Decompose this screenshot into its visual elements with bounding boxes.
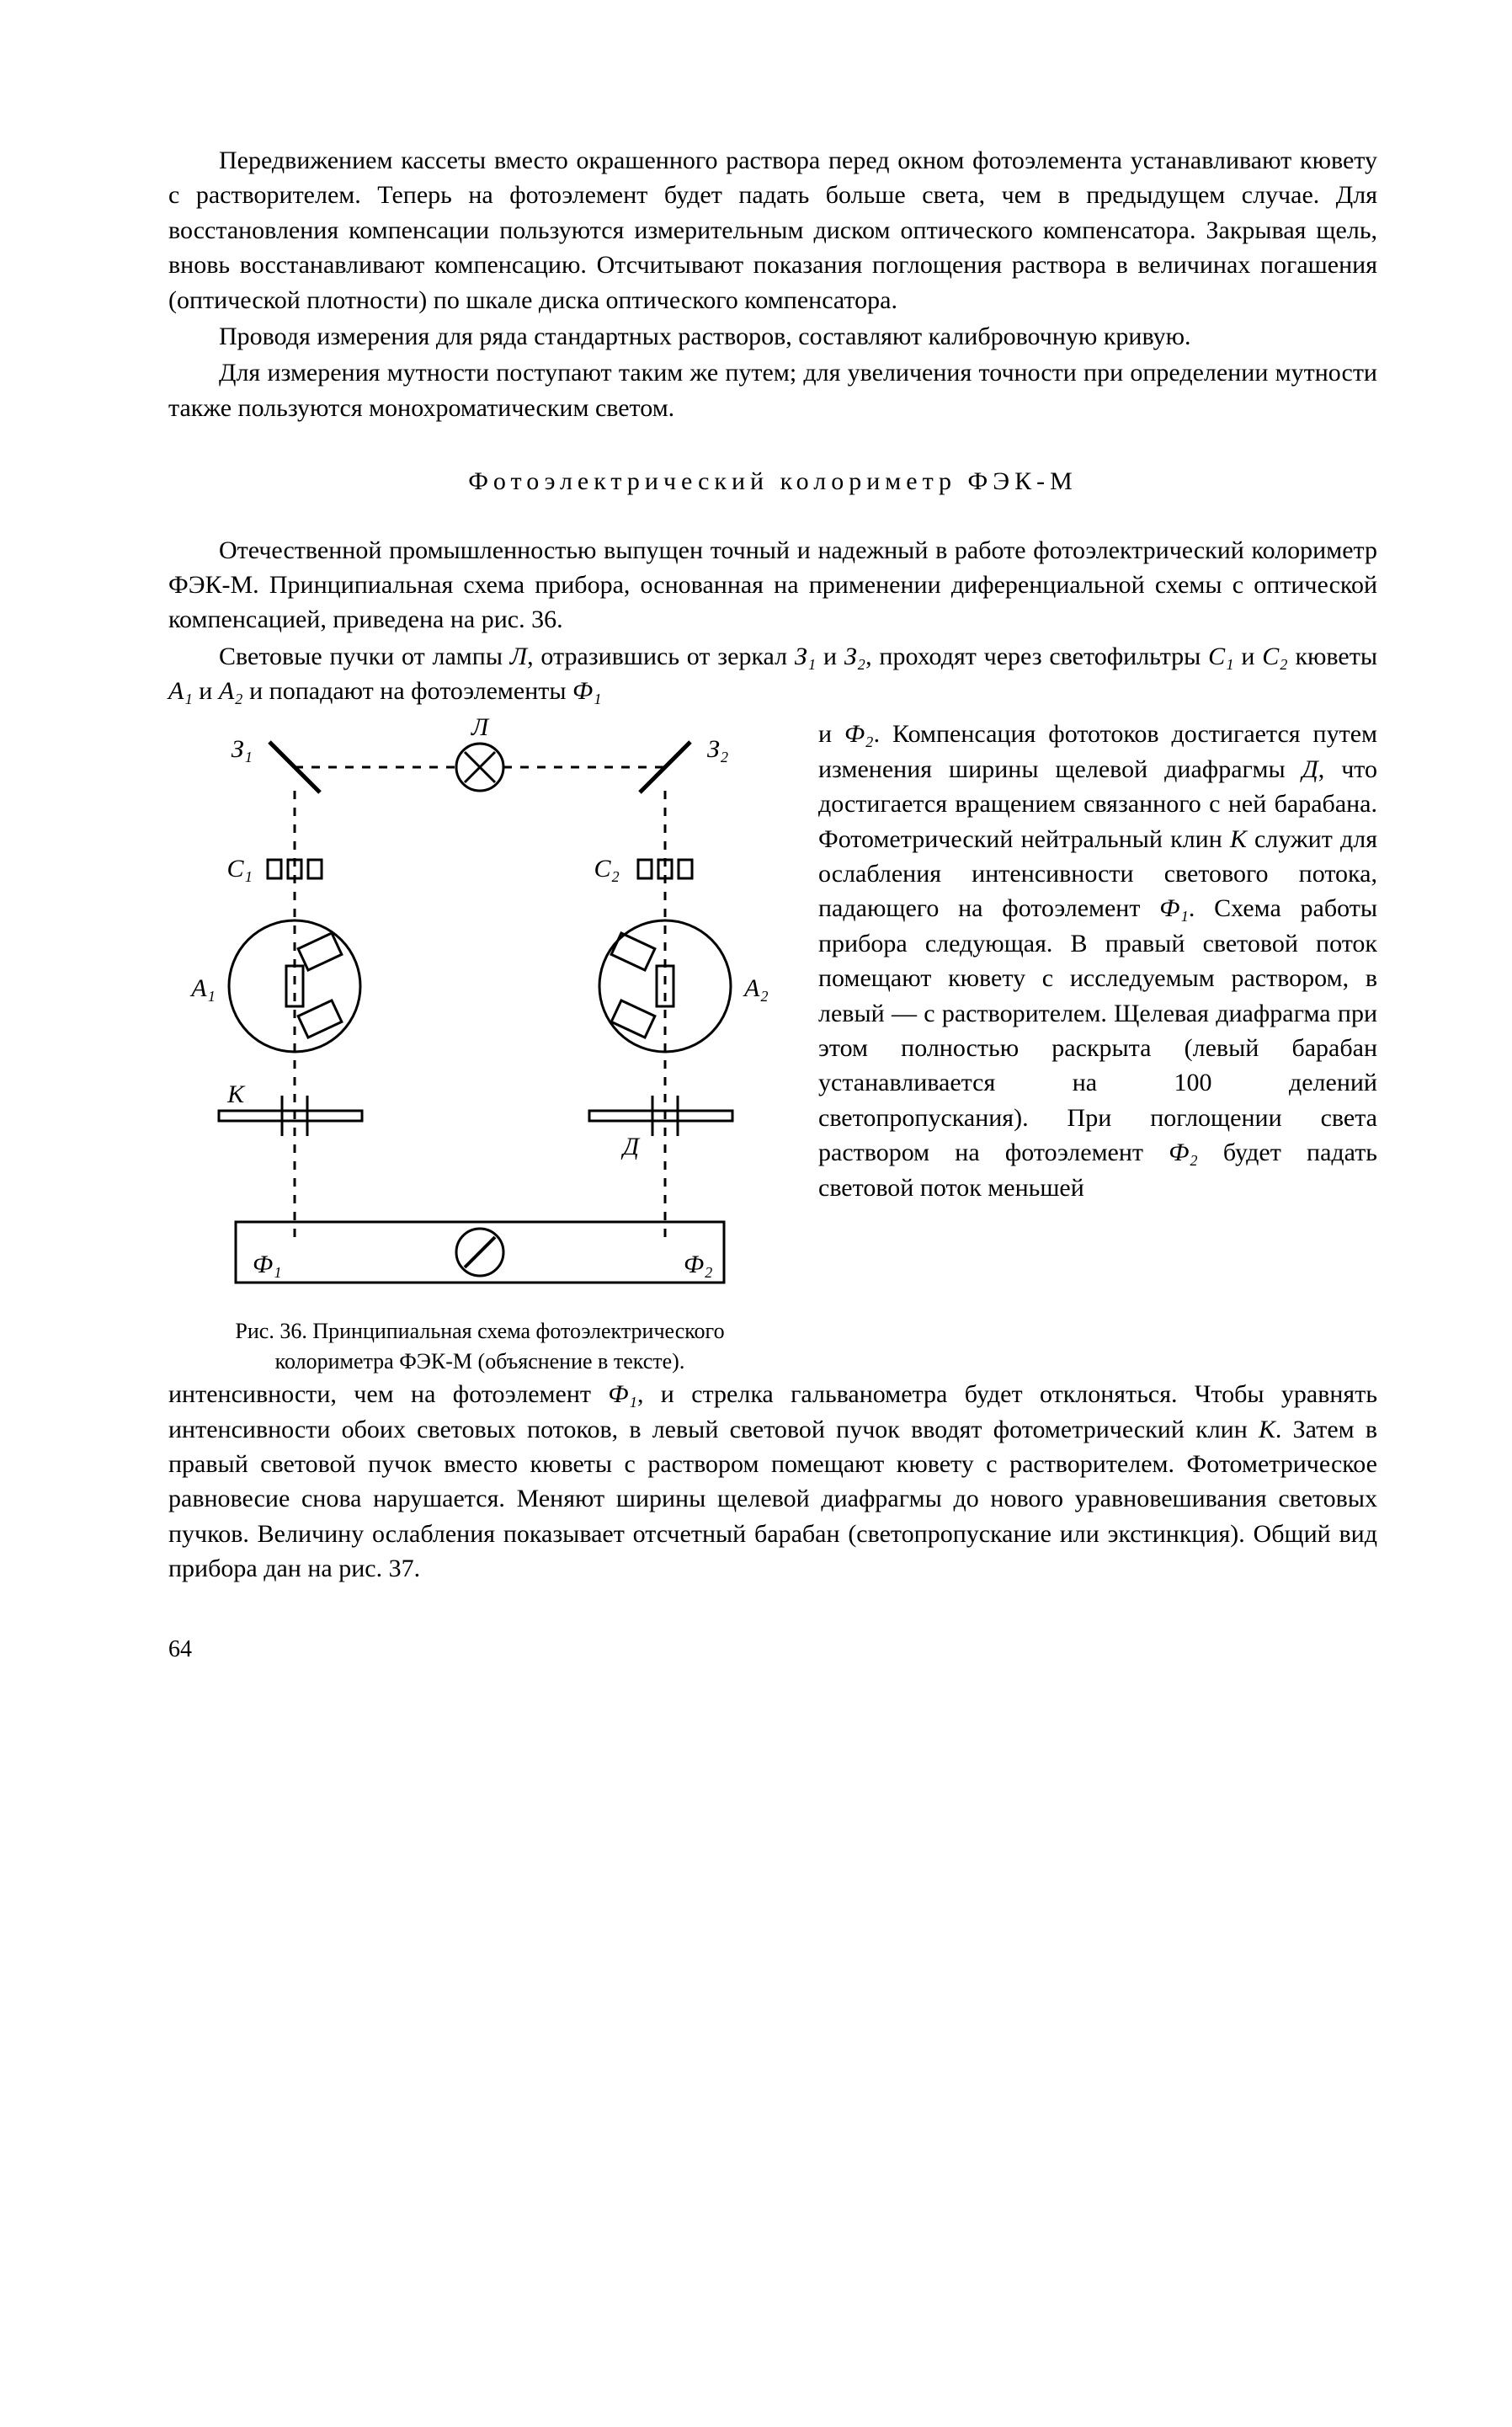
symbol-Z2: З₂	[844, 643, 865, 670]
photocell-f2-label: Ф₂	[684, 1251, 713, 1278]
paragraph-1: Передвижением кассеты вместо окрашенного…	[168, 143, 1377, 317]
symbol-F2b: Ф₂	[1169, 1139, 1198, 1166]
cuvette-a1-label: А₁	[189, 974, 216, 1002]
symbol-F2: Ф₂	[844, 720, 874, 748]
section-heading: Фотоэлектрический колориметр ФЭК-М	[168, 464, 1377, 499]
mirror-z2-label: З₂	[707, 735, 728, 763]
text-run: и	[818, 720, 844, 748]
symbol-K: К	[1230, 825, 1247, 853]
figure-36-block: Л З₁ З₂	[168, 717, 1377, 1377]
figure-36-diagram: Л З₁ З₂	[168, 717, 791, 1306]
paragraph-after-figure: интенсивности, чем на фотоэлемент Ф₁, и …	[168, 1377, 1377, 1586]
mirror-z1-label: З₁	[232, 735, 253, 763]
photocell-f1-label: Ф₁	[253, 1251, 282, 1278]
text-run: , проходят через светофильтры	[865, 643, 1208, 670]
symbol-Z1: З₁	[795, 643, 816, 670]
symbol-K-after: К	[1259, 1416, 1275, 1443]
filter-c2-label: С₂	[594, 855, 620, 883]
page-number: 64	[168, 1634, 1377, 1667]
symbol-L: Л	[510, 643, 527, 670]
caption-line-2: колориметра ФЭК-М (объяснение в тексте).	[168, 1347, 791, 1377]
symbol-C1: С₁	[1208, 643, 1233, 670]
wedge-k-label: К	[226, 1080, 246, 1108]
text-run: и	[193, 677, 219, 705]
filter-c1-label: С₁	[227, 855, 253, 883]
text-run: . Схема работы прибора следующая. В прав…	[818, 894, 1377, 1166]
text-run: интенсивности, чем на фотоэлемент	[168, 1380, 608, 1408]
caption-line-1: Рис. 36. Принципиальная схема фотоэлектр…	[168, 1316, 791, 1347]
text-run: Световые пучки от лампы	[219, 643, 510, 670]
text-run: и	[816, 643, 844, 670]
paragraph-3: Для измерения мутности поступают таким ж…	[168, 355, 1377, 425]
symbol-F1: Ф₁	[572, 677, 602, 705]
paragraph-4: Отечественной промышленностью выпущен то…	[168, 533, 1377, 637]
symbol-C2: С₂	[1262, 643, 1287, 670]
figure-right-text: и Ф₂. Компенсация фототоков достигается …	[818, 717, 1377, 1204]
diaphragm-d-label: Д	[620, 1133, 641, 1160]
symbol-F1: Ф₁	[1159, 894, 1189, 922]
figure-36-caption: Рис. 36. Принципиальная схема фотоэлектр…	[168, 1316, 791, 1377]
symbol-A1: А₁	[168, 677, 193, 705]
cuvette-a2-label: А₂	[743, 974, 769, 1002]
figure-left-column: Л З₁ З₂	[168, 717, 791, 1377]
symbol-F1-after: Ф₁	[608, 1380, 637, 1408]
paragraph-5: Световые пучки от лампы Л, отразившись о…	[168, 639, 1377, 709]
text-run: , отразившись от зеркал	[527, 643, 795, 670]
text-run: . Компенсация фототоков достигается путе…	[818, 720, 1377, 782]
symbol-D: Д	[1302, 755, 1318, 783]
lamp-label: Л	[471, 717, 490, 741]
text-run: и	[1234, 643, 1263, 670]
paragraph-2: Проводя измерения для ряда стандартных р…	[168, 319, 1377, 354]
text-run: и попадают на фотоэлементы	[243, 677, 572, 705]
symbol-A2: А₂	[219, 677, 243, 705]
text-run: кюветы	[1288, 643, 1377, 670]
